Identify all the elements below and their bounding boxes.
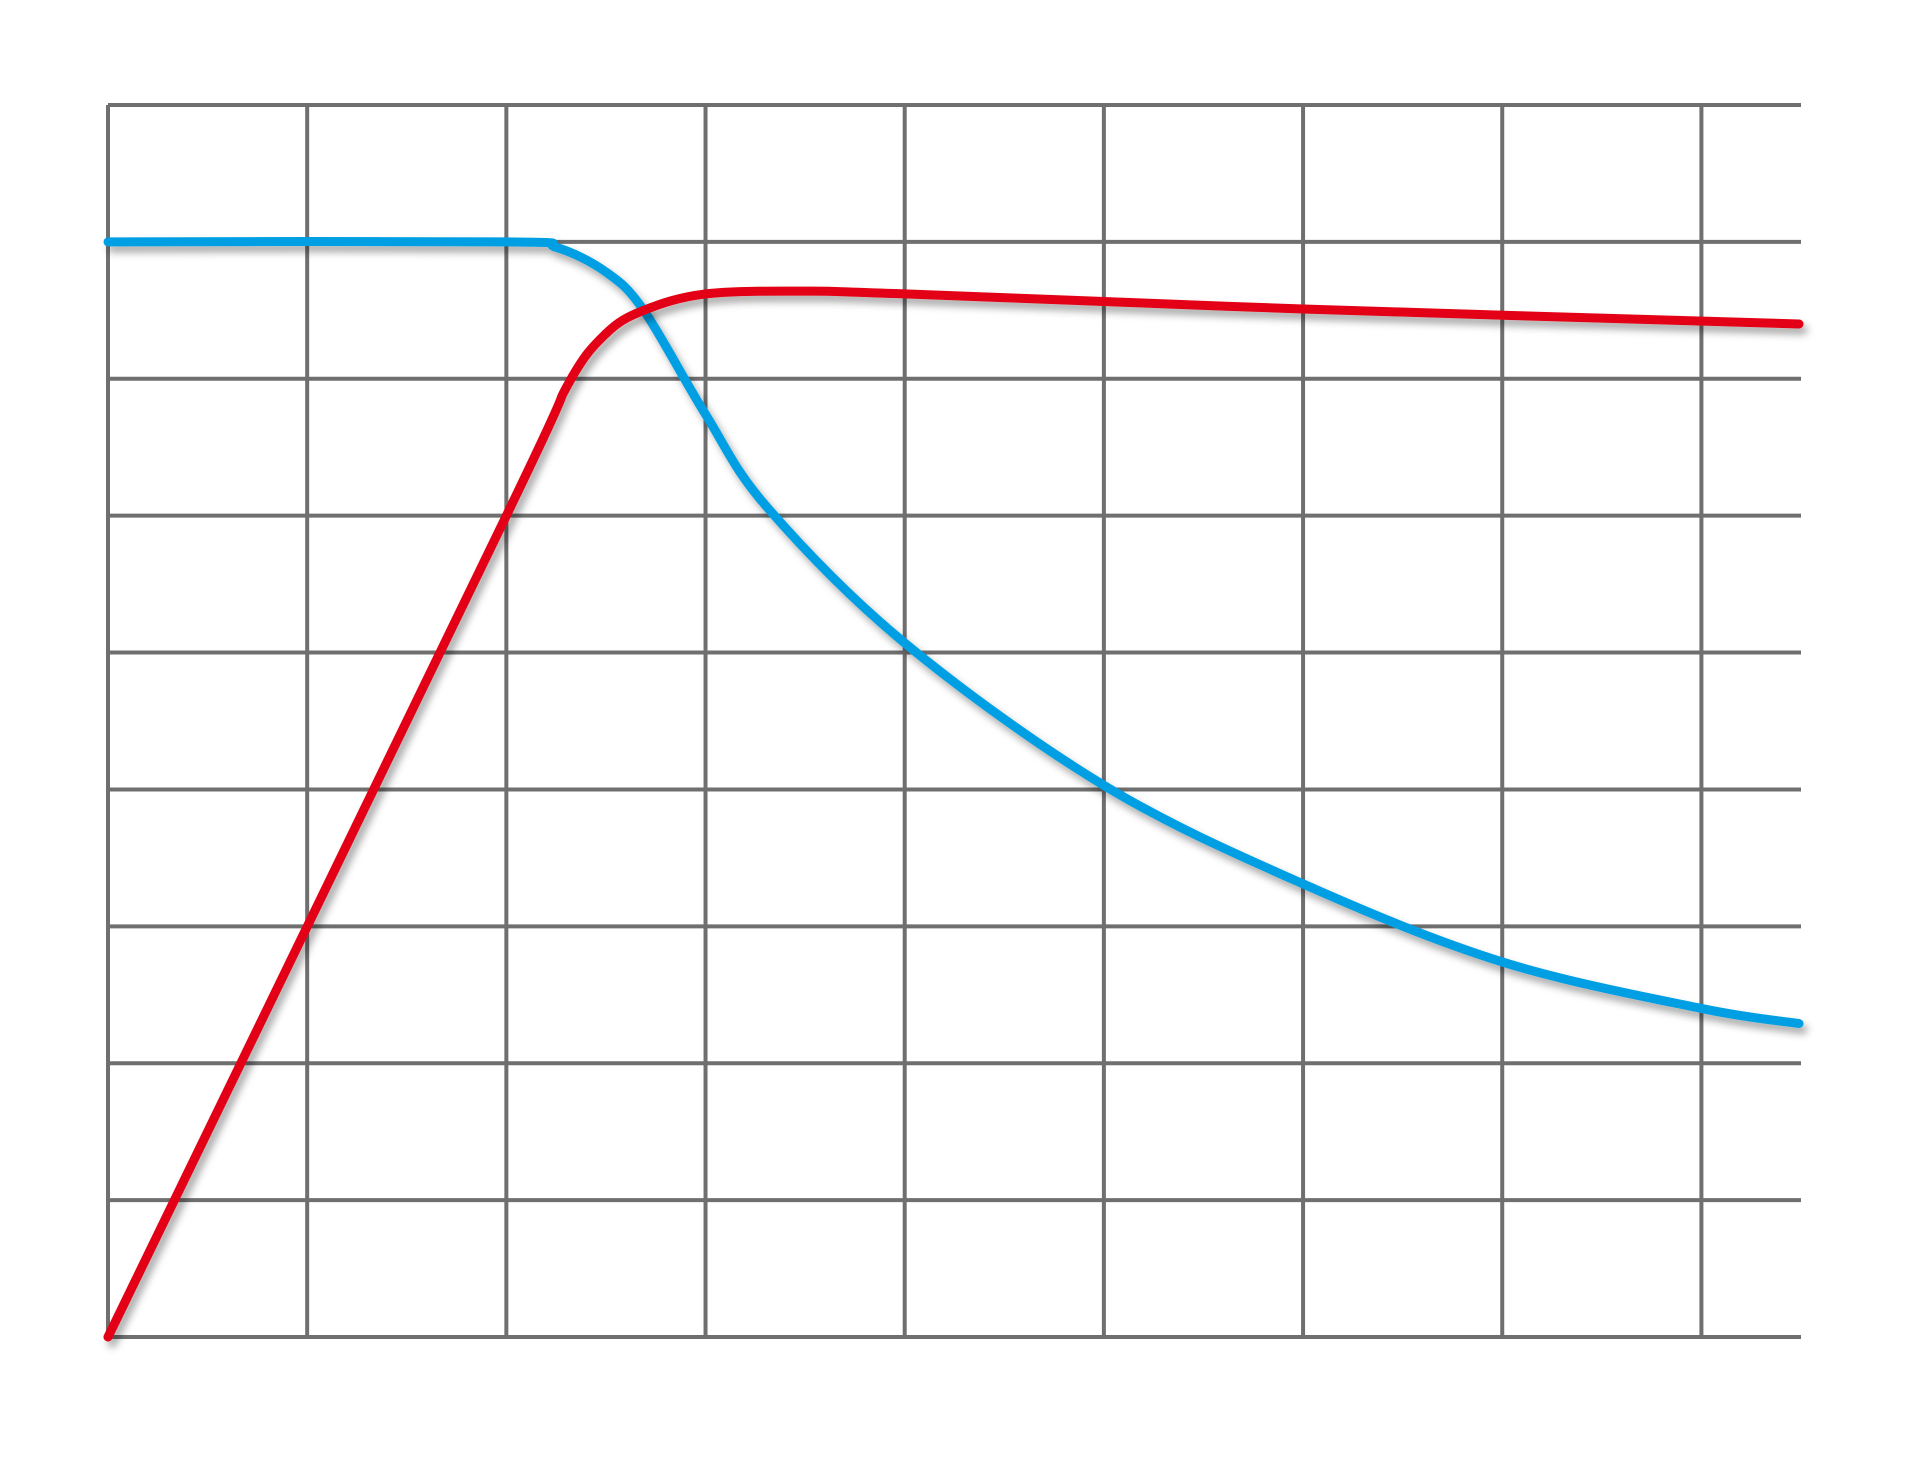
series-line-2 [103, 286, 1804, 1342]
series-line-1 [103, 236, 1804, 1029]
series-lines [103, 236, 1804, 1342]
grid [106, 103, 1801, 1339]
